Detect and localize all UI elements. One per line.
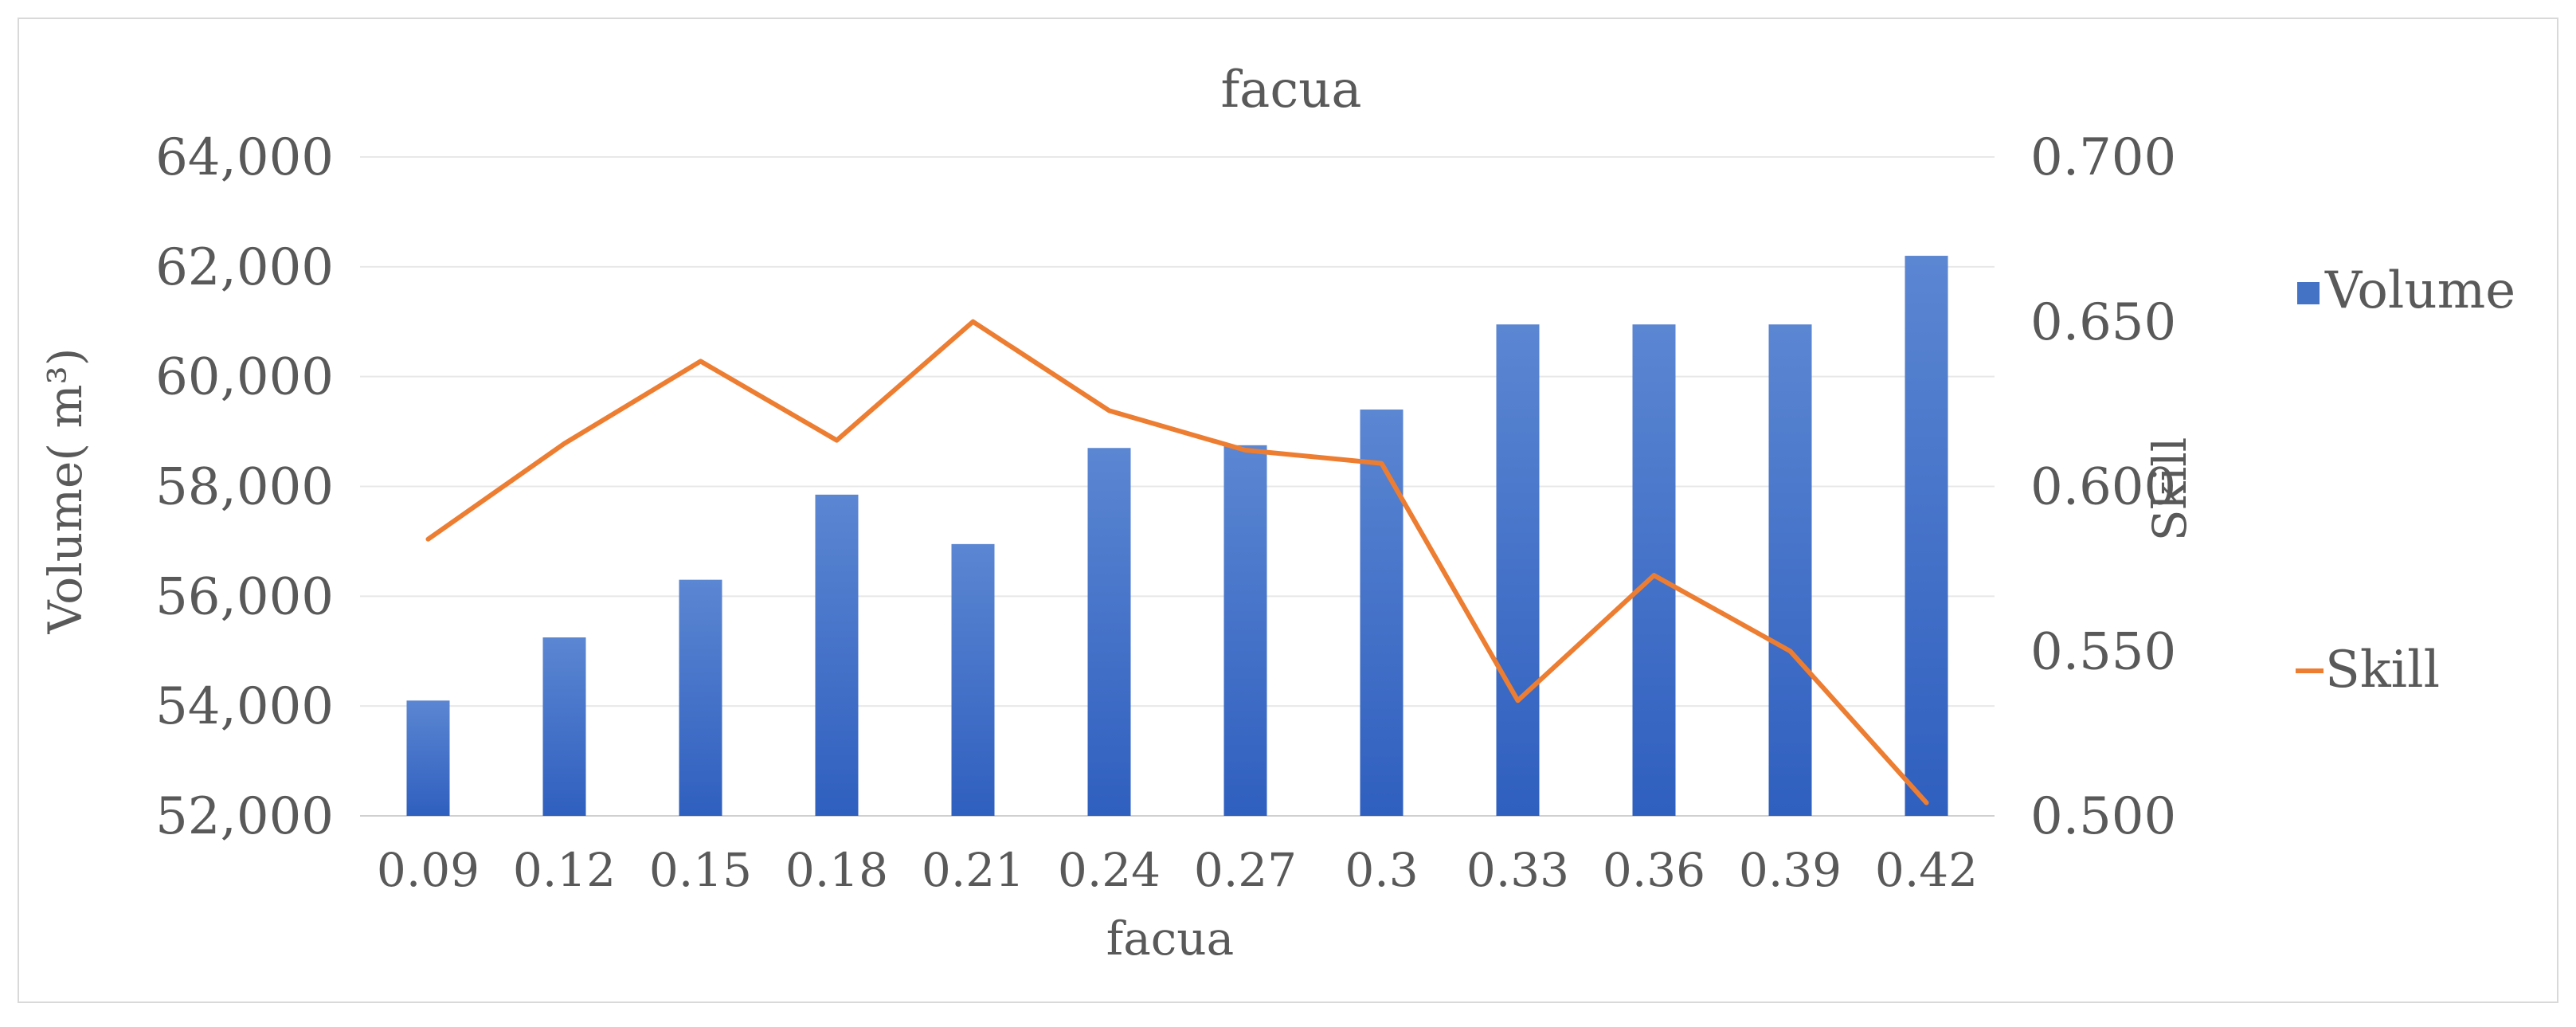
bar-volume (542, 637, 586, 816)
point-skill (1517, 700, 1519, 702)
legend: Volume Skill (2296, 261, 2515, 700)
volume-bars (406, 256, 1948, 817)
point-skill (1653, 574, 1655, 577)
point-skill (1244, 449, 1247, 452)
x-tick-label: 0.21 (922, 843, 1024, 897)
line-skill (425, 319, 1929, 806)
x-axis-label: facua (1106, 911, 1234, 966)
x-tick-label: 0.18 (785, 843, 888, 897)
x-tick-label: 0.09 (377, 843, 480, 897)
y2-tick-label: 0.600 (2030, 458, 2176, 517)
y-tick-label: 60,000 (155, 348, 334, 407)
left-axis-ticks: 52,000 54,000 56,000 58,000 60,000 62,000 64,0… (155, 128, 334, 846)
legend-label-skill: Skill (2325, 641, 2440, 700)
gridlines (360, 156, 1995, 817)
y-tick-label: 56,000 (155, 567, 334, 626)
bar-volume (679, 579, 722, 816)
chart-frame: facua 52,000 54,000 56,000 58,000 60,000 62,0… (18, 18, 2558, 1003)
point-skill (1380, 462, 1383, 465)
point-skill (836, 439, 838, 441)
y2-tick-label: 0.700 (2030, 128, 2176, 187)
right-axis-ticks: 0.500 0.550 0.600 0.650 0.700 (2030, 128, 2176, 846)
bar-volume (1087, 448, 1131, 816)
bar-volume (1768, 324, 1812, 817)
bar-volume (1496, 324, 1540, 817)
legend-label-volume: Volume (2324, 261, 2515, 320)
point-skill (1789, 650, 1791, 653)
bar-volume (1905, 256, 1948, 816)
x-tick-label: 0.36 (1603, 843, 1705, 897)
x-tick-label: 0.12 (513, 843, 616, 897)
bar-volume (815, 494, 859, 816)
x-tick-label: 0.42 (1875, 843, 1978, 897)
x-tick-label: 0.39 (1739, 843, 1842, 897)
y2-tick-label: 0.500 (2030, 787, 2176, 846)
y-tick-label: 64,000 (155, 128, 334, 187)
bar-volume (951, 543, 995, 816)
y-tick-label: 58,000 (155, 458, 334, 517)
y2-tick-label: 0.550 (2030, 622, 2176, 681)
x-axis-ticks: 0.09 0.12 0.15 0.18 0.21 0.24 0.27 0.3 0.33 0.36 0… (377, 843, 1978, 897)
skill-line (425, 319, 1929, 806)
point-skill (1108, 410, 1110, 412)
bar-volume (1360, 410, 1403, 816)
point-skill (427, 538, 429, 540)
y-tick-label: 54,000 (155, 677, 334, 736)
x-tick-label: 0.24 (1058, 843, 1161, 897)
point-skill (563, 442, 566, 445)
y-tick-label: 62,000 (155, 238, 334, 297)
x-tick-label: 0.3 (1345, 843, 1418, 897)
legend-swatch-volume (2297, 282, 2320, 304)
bar-volume (1632, 324, 1676, 817)
y2-tick-label: 0.650 (2030, 293, 2176, 352)
point-skill (972, 320, 974, 323)
x-tick-label: 0.15 (649, 843, 752, 897)
point-skill (1925, 802, 1928, 804)
bar-volume (406, 700, 450, 816)
y-tick-label: 52,000 (155, 787, 334, 846)
x-tick-label: 0.27 (1194, 843, 1297, 897)
bar-volume (1223, 445, 1267, 816)
combo-chart: facua 52,000 54,000 56,000 58,000 60,000 62,0… (38, 61, 2515, 966)
point-skill (699, 360, 702, 363)
y-axis-label: Volume( m³) (38, 348, 92, 635)
chart-title: facua (1220, 61, 1361, 120)
y2-axis-label: Skill (2143, 437, 2197, 542)
x-tick-label: 0.33 (1466, 843, 1569, 897)
